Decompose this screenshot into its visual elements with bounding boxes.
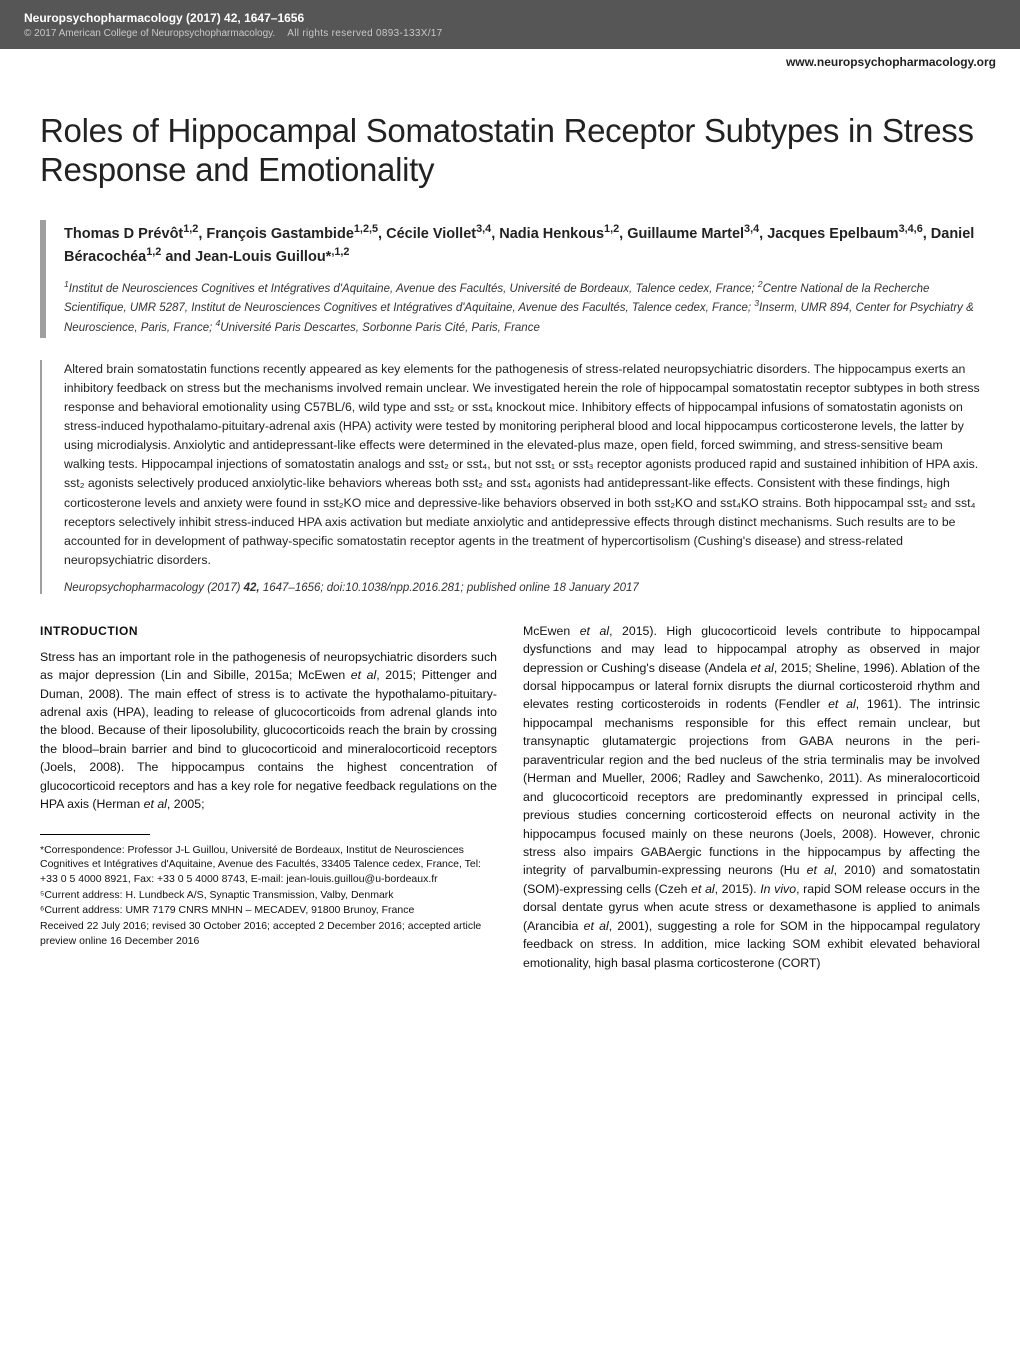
article-title: Roles of Hippocampal Somatostatin Recept…: [40, 111, 980, 190]
received-dates: Received 22 July 2016; revised 30 Octobe…: [40, 919, 497, 948]
journal-url[interactable]: www.neuropsychopharmacology.org: [0, 49, 1020, 87]
abstract-block: Altered brain somatostatin functions rec…: [40, 360, 980, 594]
journal-title: Neuropsychopharmacology (2017) 42, 1647–…: [24, 10, 996, 27]
author-block: Thomas D Prévôt1,2, François Gastambide1…: [40, 220, 980, 338]
right-column: McEwen et al, 2015). High glucocorticoid…: [523, 622, 980, 972]
copyright-text: © 2017 American College of Neuropsychoph…: [24, 28, 275, 39]
journal-header: Neuropsychopharmacology (2017) 42, 1647–…: [0, 0, 1020, 49]
correspondence-note: *Correspondence: Professor J-L Guillou, …: [40, 843, 497, 887]
rights-text: All rights reserved 0893-133X/17: [278, 28, 443, 39]
footnote-divider: [40, 834, 150, 835]
article-content: Roles of Hippocampal Somatostatin Recept…: [0, 111, 1020, 1012]
affiliations: 1Institut de Neurosciences Cognitives et…: [64, 278, 980, 337]
body-paragraph: McEwen et al, 2015). High glucocorticoid…: [523, 622, 980, 972]
footnotes: *Correspondence: Professor J-L Guillou, …: [40, 843, 497, 949]
current-address-6: ⁶Current address: UMR 7179 CNRS MNHN – M…: [40, 903, 497, 918]
author-list: Thomas D Prévôt1,2, François Gastambide1…: [64, 222, 980, 268]
citation-line: Neuropsychopharmacology (2017) 42, 1647–…: [64, 582, 980, 594]
body-paragraph: Stress has an important role in the path…: [40, 648, 497, 814]
current-address-5: ⁵Current address: H. Lundbeck A/S, Synap…: [40, 888, 497, 903]
section-heading-introduction: INTRODUCTION: [40, 622, 497, 640]
body-columns: INTRODUCTION Stress has an important rol…: [40, 622, 980, 972]
left-column: INTRODUCTION Stress has an important rol…: [40, 622, 497, 972]
abstract-text: Altered brain somatostatin functions rec…: [64, 360, 980, 570]
